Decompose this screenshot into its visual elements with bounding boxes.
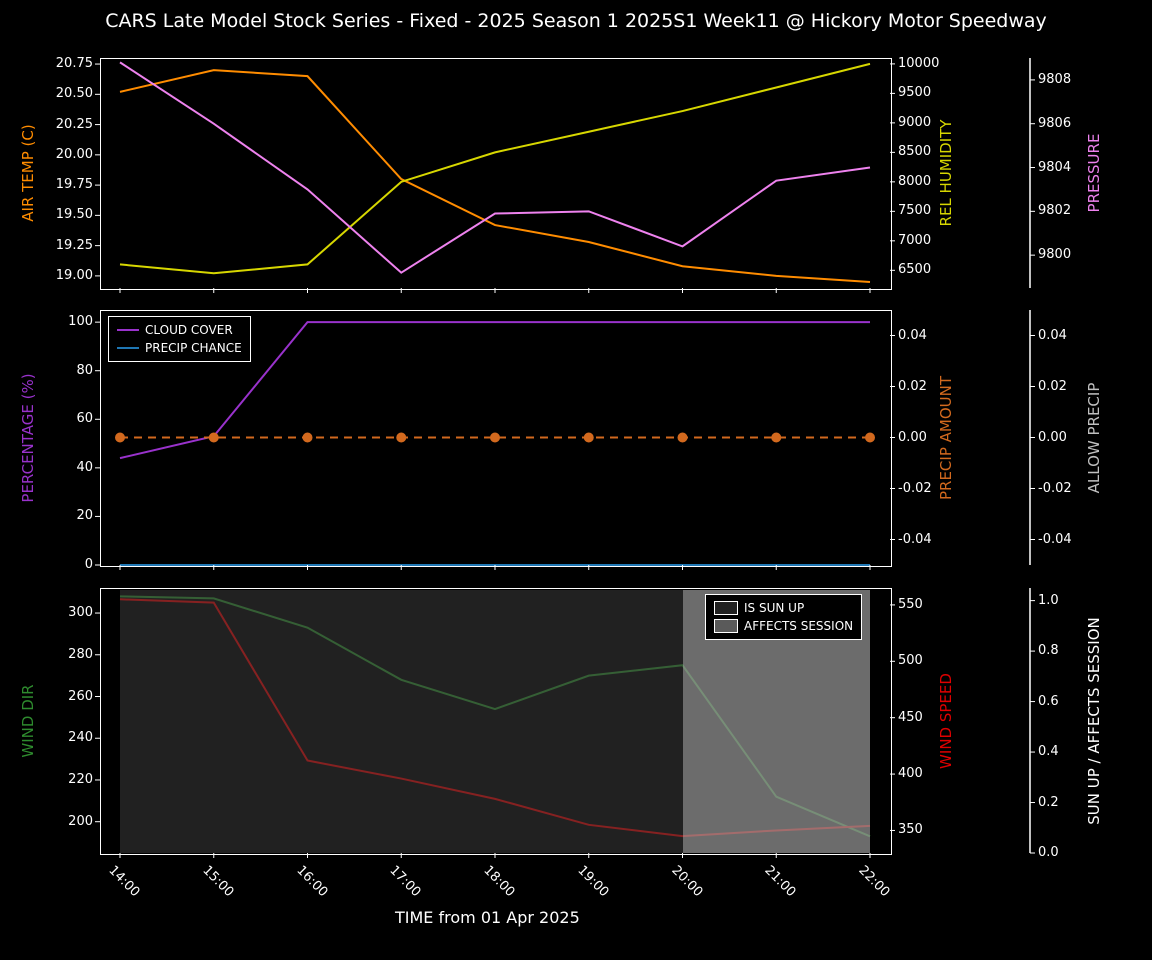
y-tick: 6500	[898, 262, 931, 277]
x-tick: 14:00	[105, 863, 142, 900]
y-tick: 500	[898, 653, 923, 668]
y-tick: 0	[35, 557, 93, 572]
y-tick: -0.04	[898, 532, 932, 547]
legend-cloud-precip: CLOUD COVERPRECIP CHANCE	[108, 316, 251, 362]
y-tick: 0.02	[898, 379, 927, 394]
y-tick: 20.25	[35, 117, 93, 132]
y-tick: 20.50	[35, 86, 93, 101]
x-tick: 20:00	[668, 863, 705, 900]
y-tick: 9500	[898, 85, 931, 100]
y-tick: 0.00	[1038, 430, 1067, 445]
y-tick: 9000	[898, 115, 931, 130]
y-tick: 0.02	[1038, 379, 1067, 394]
axis-label: PRESSURE	[1085, 134, 1103, 213]
y-tick: 9808	[1038, 72, 1071, 87]
axis-label: WIND SPEED	[937, 673, 955, 769]
axis-label: REL HUMIDITY	[937, 120, 955, 227]
x-tick: 16:00	[293, 863, 330, 900]
y-tick: 400	[898, 766, 923, 781]
y-tick: 9806	[1038, 116, 1071, 131]
axis-label: AIR TEMP (C)	[19, 124, 37, 221]
axis-label: SUN UP / AFFECTS SESSION	[1085, 617, 1103, 825]
y-tick: -0.04	[1038, 532, 1072, 547]
y-tick: 450	[898, 710, 923, 725]
y-tick: 20	[35, 508, 93, 523]
y-tick: 19.00	[35, 268, 93, 283]
y-tick: 8000	[898, 174, 931, 189]
y-tick: 240	[35, 730, 93, 745]
y-tick: 9804	[1038, 160, 1071, 175]
y-tick: 550	[898, 597, 923, 612]
x-tick: 19:00	[574, 863, 611, 900]
y-tick: 0.04	[898, 328, 927, 343]
y-tick: 9802	[1038, 203, 1071, 218]
y-tick: 60	[35, 411, 93, 426]
y-tick: 20.75	[35, 56, 93, 71]
y-tick: 100	[35, 314, 93, 329]
chart-title: CARS Late Model Stock Series - Fixed - 2…	[0, 10, 1152, 32]
y-tick: 280	[35, 647, 93, 662]
y-tick: 19.50	[35, 207, 93, 222]
y-tick: 19.25	[35, 238, 93, 253]
y-tick: 20.00	[35, 147, 93, 162]
y-tick: 40	[35, 460, 93, 475]
x-tick: 21:00	[762, 863, 799, 900]
y-tick: 0.6	[1038, 694, 1059, 709]
x-tick: 22:00	[855, 863, 892, 900]
y-tick: 200	[35, 814, 93, 829]
y-tick: -0.02	[898, 481, 932, 496]
y-tick: 1.0	[1038, 593, 1059, 608]
y-tick: 300	[35, 605, 93, 620]
axis-label: WIND DIR	[19, 684, 37, 757]
x-tick: 15:00	[199, 863, 236, 900]
axis-label: PERCENTAGE (%)	[19, 373, 37, 502]
y-tick: 0.00	[898, 430, 927, 445]
panel-temp-humidity-pressure	[100, 58, 892, 290]
x-tick: 18:00	[480, 863, 517, 900]
y-tick: 0.4	[1038, 744, 1059, 759]
y-tick: 0.04	[1038, 328, 1067, 343]
y-tick: 0.2	[1038, 795, 1059, 810]
y-tick: 350	[898, 822, 923, 837]
y-tick: -0.02	[1038, 481, 1072, 496]
y-tick: 8500	[898, 144, 931, 159]
y-tick: 19.75	[35, 177, 93, 192]
y-tick: 7000	[898, 233, 931, 248]
y-tick: 220	[35, 772, 93, 787]
y-tick: 80	[35, 363, 93, 378]
y-tick: 260	[35, 689, 93, 704]
y-tick: 0.8	[1038, 643, 1059, 658]
axis-label: ALLOW PRECIP	[1085, 382, 1103, 493]
x-tick: 17:00	[387, 863, 424, 900]
y-tick: 7500	[898, 203, 931, 218]
x-axis-label: TIME from 01 Apr 2025	[395, 908, 580, 927]
axis-label: PRECIP AMOUNT	[937, 375, 955, 499]
y-tick: 9800	[1038, 247, 1071, 262]
legend-sun: IS SUN UPAFFECTS SESSION	[705, 594, 862, 640]
y-tick: 0.0	[1038, 845, 1059, 860]
y-tick: 10000	[898, 56, 939, 71]
